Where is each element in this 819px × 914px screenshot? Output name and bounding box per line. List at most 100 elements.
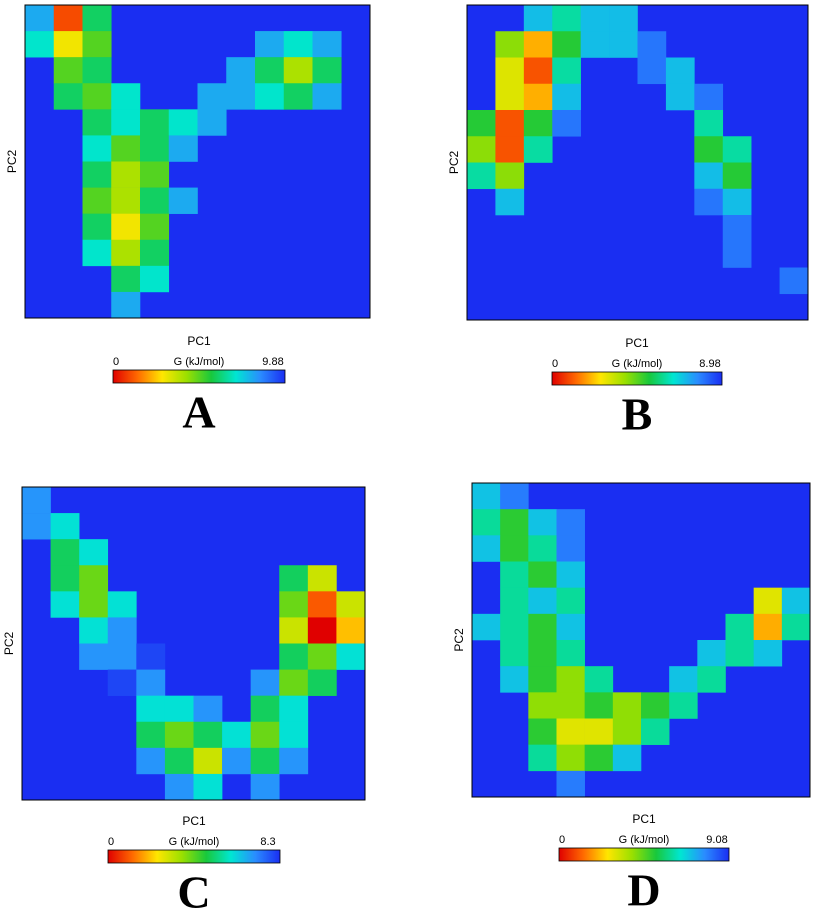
heatmap-cell xyxy=(694,110,724,137)
x-axis-label: PC1 xyxy=(632,812,656,826)
heatmap-cell xyxy=(472,535,501,562)
heatmap-cell xyxy=(637,31,667,58)
colorbar xyxy=(558,847,730,862)
heatmap-cell xyxy=(500,666,529,693)
heatmap-cell xyxy=(255,57,285,84)
heatmap-cell xyxy=(584,744,614,772)
heatmap-cell xyxy=(753,640,783,667)
heatmap-cell xyxy=(53,5,83,32)
heatmap-cell xyxy=(136,747,166,775)
heatmap-cell xyxy=(53,31,83,58)
heatmap-cell xyxy=(250,695,280,723)
heatmap-cell xyxy=(500,561,529,588)
heatmap-cell xyxy=(694,136,724,163)
heatmap-cell xyxy=(82,161,112,188)
heatmap-cell xyxy=(552,57,581,85)
heatmap-cell xyxy=(255,83,285,110)
heatmap-cell xyxy=(641,692,670,719)
heatmap-cell xyxy=(53,57,83,84)
heatmap-cell xyxy=(279,695,309,723)
heatmap-cell xyxy=(523,5,553,32)
heatmap-cell xyxy=(552,5,581,32)
colorbar-tick-label: 8.98 xyxy=(699,358,720,370)
panel: PC1 PC2 0 9.88 G (kJ/mol) A xyxy=(5,4,371,438)
heatmap-cell xyxy=(779,267,809,295)
heatmap-cell xyxy=(50,591,80,618)
heatmap-cell xyxy=(556,666,585,693)
panel-label: C xyxy=(177,867,210,914)
heatmap-cell xyxy=(722,136,752,163)
heatmap-cell xyxy=(279,591,309,618)
heatmap-cell xyxy=(136,721,166,749)
heatmap-cell xyxy=(226,83,256,110)
heatmap-cell xyxy=(283,57,313,84)
heatmap-cell xyxy=(193,747,223,775)
heatmap-cell xyxy=(140,109,170,136)
heatmap-cell xyxy=(556,640,585,667)
heatmap-cell xyxy=(111,135,141,162)
colorbar-tick-label: 0 xyxy=(113,356,119,368)
heatmap-cell xyxy=(722,162,752,190)
heatmap-cell xyxy=(279,747,309,775)
heatmap-cell xyxy=(312,57,342,84)
heatmap-cell xyxy=(140,239,170,267)
heatmap-cell xyxy=(111,213,141,241)
colorbar-tick-label: 0 xyxy=(559,834,565,846)
heatmap-cell xyxy=(250,669,280,696)
panel: PC1 PC2 0 8.98 G (kJ/mol) B xyxy=(447,4,809,440)
heatmap-cell xyxy=(552,110,581,137)
heatmap-cell xyxy=(283,83,313,110)
heatmap-cell xyxy=(467,162,496,190)
heatmap-cell xyxy=(107,643,137,670)
heatmap-cell xyxy=(307,643,337,670)
heatmap-cell xyxy=(580,31,610,58)
colorbar xyxy=(112,369,286,384)
heatmap-cell xyxy=(50,539,80,566)
heatmap-cell xyxy=(500,483,529,510)
heatmap-cell xyxy=(336,591,366,618)
heatmap-cell xyxy=(193,773,223,801)
heatmap-cell xyxy=(556,561,585,588)
heatmap-cell xyxy=(307,617,337,644)
heatmap-cell xyxy=(312,31,342,58)
heatmap-cell xyxy=(283,31,313,58)
heatmap-cell xyxy=(107,617,137,644)
heatmap-cell xyxy=(140,135,170,162)
heatmap-cell xyxy=(694,83,724,111)
heatmap-cell xyxy=(725,640,754,667)
heatmap-cell xyxy=(111,161,141,188)
heatmap-cell xyxy=(79,591,109,618)
heatmap-cell xyxy=(222,747,251,775)
heatmap-cell xyxy=(556,509,585,536)
colorbar-label: G (kJ/mol) xyxy=(169,836,220,848)
y-axis-label: PC2 xyxy=(447,151,461,175)
heatmap-cell xyxy=(467,110,496,137)
heatmap-cell xyxy=(725,613,754,641)
heatmap-cell xyxy=(584,666,614,693)
heatmap-cell xyxy=(279,721,309,749)
heatmap-cell xyxy=(82,109,112,136)
heatmap-cell xyxy=(580,5,610,32)
heatmap-cell xyxy=(79,565,109,592)
colorbar xyxy=(551,371,723,386)
heatmap-cell xyxy=(197,83,227,110)
heatmap-cell xyxy=(168,109,198,136)
heatmap-cell xyxy=(111,109,141,136)
heatmap-cell xyxy=(523,57,553,85)
heatmap-cell xyxy=(140,213,170,241)
heatmap-cell xyxy=(164,773,194,801)
heatmap-cell xyxy=(612,744,642,772)
heatmap-cell xyxy=(50,565,80,592)
heatmap-cell xyxy=(336,617,366,644)
heatmap-cell xyxy=(495,83,525,111)
heatmap-cell xyxy=(82,187,112,214)
heatmap-cell xyxy=(22,487,51,514)
heatmap-cell xyxy=(556,692,585,719)
heatmap-cell xyxy=(609,5,638,32)
heatmap-cell xyxy=(528,509,557,536)
heatmap-cell xyxy=(250,721,280,749)
panel-label: B xyxy=(622,389,653,440)
heatmap-cell xyxy=(697,640,726,667)
heatmap-cell xyxy=(528,587,557,615)
heatmap-cell xyxy=(472,509,501,536)
